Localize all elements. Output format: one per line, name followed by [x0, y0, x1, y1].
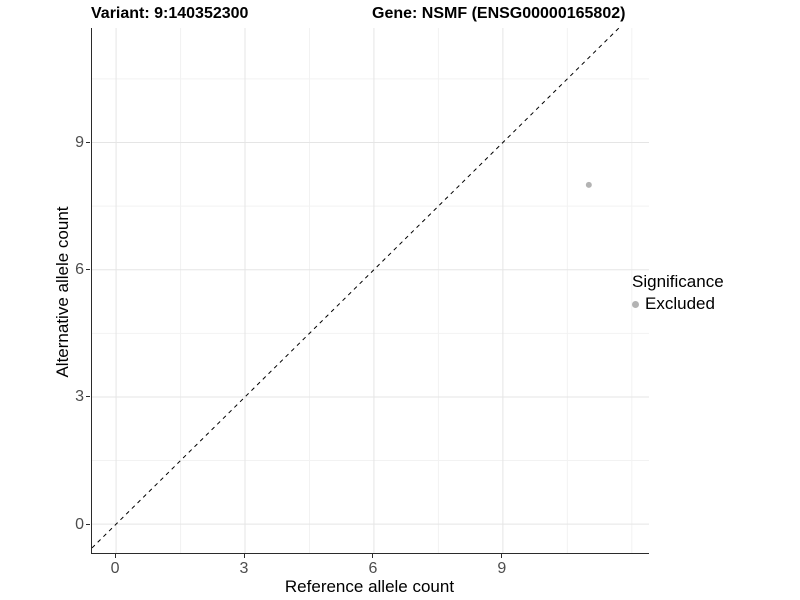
data-point — [585, 181, 592, 188]
legend: Significance Excluded — [632, 271, 724, 314]
y-tick-mark — [86, 269, 90, 271]
gene-title: Gene: NSMF (ENSG00000165802) — [372, 5, 626, 22]
x-tick-label: 0 — [110, 560, 120, 577]
legend-title: Significance — [632, 272, 724, 291]
x-tick-label: 9 — [497, 560, 507, 577]
plot-panel — [91, 28, 649, 554]
y-tick-label: 3 — [75, 388, 84, 406]
y-tick-label: 9 — [75, 133, 84, 151]
identity-reference-line — [92, 28, 620, 549]
x-tick-mark — [372, 554, 374, 558]
x-axis-title: Reference allele count — [284, 577, 455, 596]
x-tick-mark — [501, 554, 503, 558]
plot-canvas — [92, 28, 649, 553]
y-tick-label: 0 — [75, 515, 84, 533]
y-tick-mark — [86, 141, 90, 143]
legend-item-label: Excluded — [645, 294, 715, 313]
x-tick-mark — [114, 554, 116, 558]
legend-items: Excluded — [632, 294, 724, 314]
x-tick-label: 6 — [368, 560, 378, 577]
y-tick-mark — [86, 523, 90, 525]
x-tick-mark — [243, 554, 245, 558]
legend-point-swatch-icon — [632, 300, 639, 308]
variant-title: Variant: 9:140352300 — [91, 5, 249, 22]
y-tick-mark — [86, 396, 90, 398]
x-tick-label: 3 — [239, 560, 249, 577]
y-axis-title: Alternative allele count — [53, 206, 72, 378]
y-tick-label: 6 — [75, 261, 84, 279]
legend-item: Excluded — [632, 294, 724, 314]
